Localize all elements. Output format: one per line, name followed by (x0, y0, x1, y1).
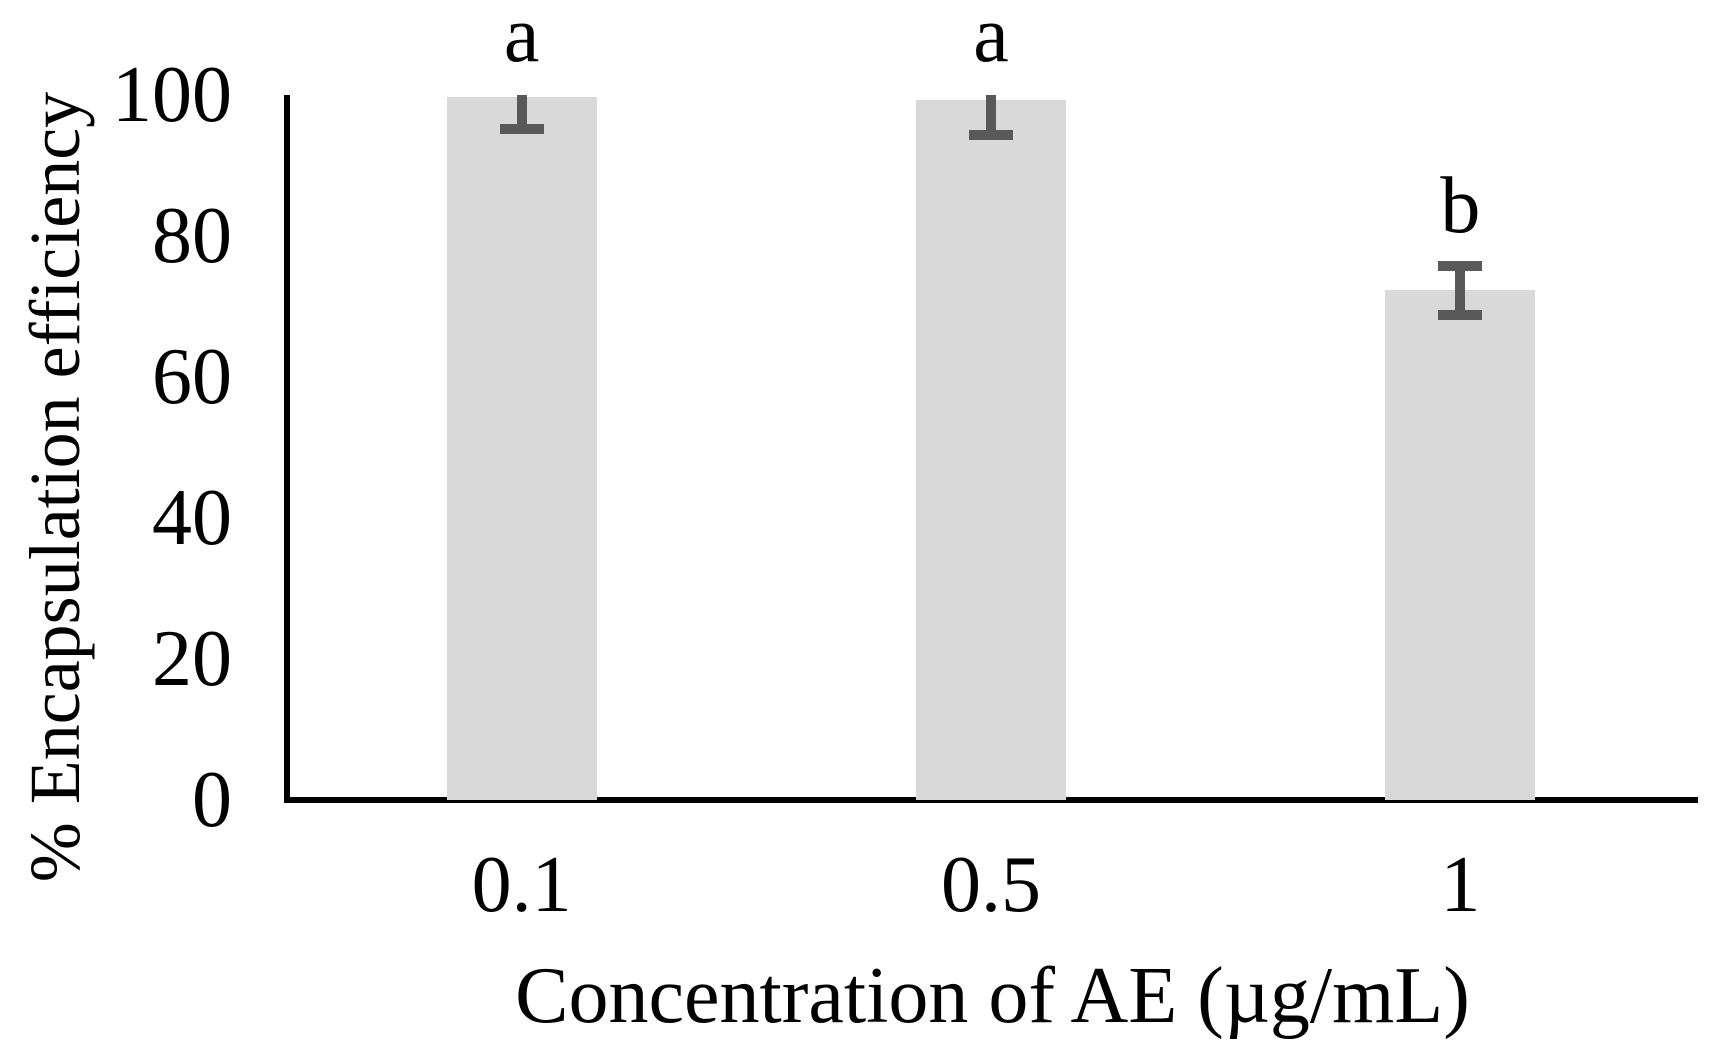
y-tick-label: 60 (152, 333, 232, 421)
error-bar-whisker (986, 95, 996, 136)
x-axis-line (284, 797, 1698, 803)
x-tick-label: 0.5 (941, 841, 1041, 929)
significance-label: a (973, 0, 1009, 79)
x-tick-label: 0.1 (471, 841, 572, 929)
error-bar-cap-bottom (969, 130, 1013, 141)
y-tick-label: 100 (112, 51, 232, 139)
y-axis-line (284, 95, 290, 803)
y-tick-label: 40 (152, 474, 232, 562)
y-tick-label: 80 (152, 192, 232, 280)
error-bar-cap-bottom (499, 123, 544, 134)
x-axis-title: Concentration of AE (µg/mL) (515, 952, 1470, 1040)
significance-label: b (1440, 161, 1481, 250)
y-tick-label: 20 (152, 615, 232, 703)
y-tick-label: 0 (192, 756, 232, 844)
bar (916, 99, 1066, 800)
bar (446, 97, 597, 800)
x-tick-label: 1 (1440, 841, 1481, 929)
error-bar-cap-bottom (1438, 309, 1483, 320)
error-bar-cap-top (1438, 260, 1483, 271)
error-bar-whisker (1455, 265, 1466, 315)
error-bar-whisker (516, 95, 527, 129)
significance-label: a (503, 0, 540, 79)
bar (1385, 290, 1536, 800)
